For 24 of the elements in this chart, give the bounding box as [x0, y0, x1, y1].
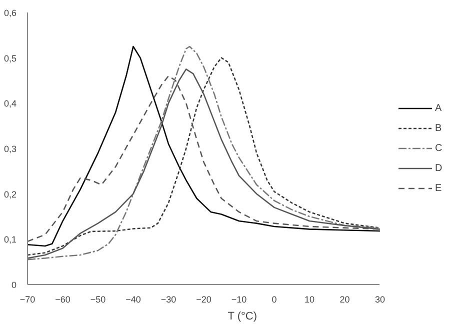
x-tick-label: −10 — [231, 294, 247, 304]
x-axis-title: T (°C) — [228, 310, 258, 322]
y-tick-label: 0,4 — [4, 98, 17, 109]
legend-label: C — [435, 142, 444, 154]
x-tick-label: 20 — [340, 294, 350, 304]
y-tick-label: 0,2 — [4, 189, 17, 200]
x-tick-label: 0 — [272, 294, 277, 304]
x-tick-label: −40 — [126, 294, 141, 304]
x-tick-label: 30 — [374, 294, 385, 304]
y-tick-label: 0,6 — [4, 8, 17, 18]
x-tick-label: −50 — [90, 294, 106, 304]
legend-label: E — [435, 182, 443, 194]
y-tick-label: 0,1 — [4, 234, 17, 245]
x-tick-label: 10 — [304, 294, 314, 304]
y-tick-label: 0,5 — [4, 53, 17, 64]
legend-label: A — [435, 102, 443, 114]
x-tick-label: −20 — [196, 294, 212, 304]
x-tick-label: −30 — [160, 294, 176, 304]
x-tick-label: −60 — [55, 294, 70, 304]
y-tick-label: 0 — [11, 280, 17, 290]
y-tick-label: 0,3 — [4, 144, 17, 154]
legend-label: B — [435, 122, 443, 134]
x-tick-label: −70 — [20, 294, 36, 304]
legend-label: D — [435, 162, 444, 174]
